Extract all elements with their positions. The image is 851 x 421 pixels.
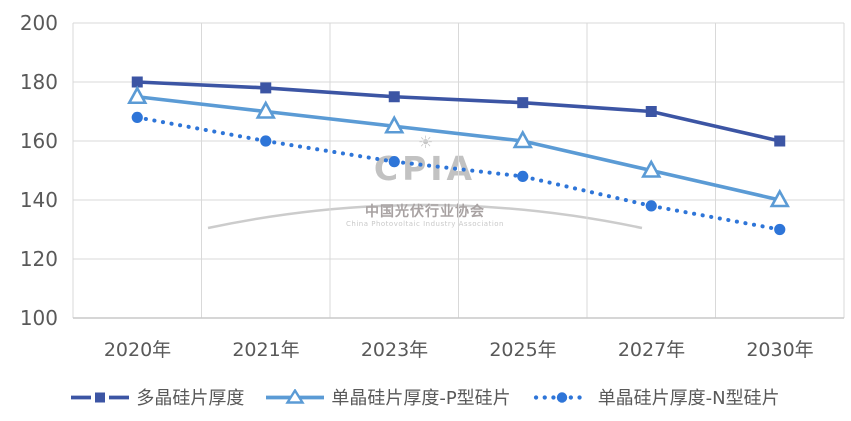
series-line (137, 80, 781, 143)
triangle-marker (127, 85, 148, 105)
legend-square-line-icon (71, 392, 130, 402)
circle-marker (517, 170, 529, 182)
square-marker (388, 91, 400, 103)
triangle-marker (769, 188, 790, 208)
legend-label: 单晶硅片厚度-N型硅片 (597, 388, 780, 409)
legend-label: 多晶硅片厚度 (136, 388, 245, 409)
legend-item-mono-n-wafer: 单晶硅片厚度-N型硅片 (533, 384, 780, 410)
circle-marker (260, 135, 272, 147)
x-tick-label: 2021年 (232, 339, 300, 361)
y-tick-label: 100 (19, 306, 58, 330)
x-tick-label: 2027年 (617, 339, 686, 361)
y-tick-label: 180 (19, 70, 58, 94)
legend-item-mono-p-wafer: 单晶硅片厚度-P型硅片 (266, 384, 511, 410)
x-tick-label: 2023年 (360, 339, 429, 361)
square-marker (517, 97, 529, 109)
triangle-marker (255, 100, 276, 119)
y-tick-label: 200 (19, 11, 58, 35)
x-tick-label: 2025年 (489, 339, 557, 361)
y-tick-label: 160 (19, 129, 58, 153)
legend: 多晶硅片厚度 单晶硅片厚度-P型硅片 单晶硅片厚度-N型硅片 (0, 384, 851, 410)
legend-label: 单晶硅片厚度-P型硅片 (331, 388, 511, 409)
triangle-marker (384, 115, 405, 134)
circle-marker (774, 223, 786, 236)
legend-dotted-circle-icon (533, 391, 590, 403)
circle-marker (131, 111, 143, 123)
legend-item-multi-wafer: 多晶硅片厚度 (71, 384, 244, 410)
square-marker (774, 135, 786, 147)
triangle-marker (641, 159, 662, 178)
square-marker (260, 82, 272, 94)
legend-triangle-line-icon (266, 389, 325, 404)
series-line (137, 94, 781, 202)
y-tick-label: 120 (19, 247, 58, 271)
square-marker (645, 106, 657, 117)
y-tick-label: 140 (19, 188, 58, 212)
triangle-marker (512, 129, 533, 149)
x-tick-label: 2020年 (103, 339, 172, 361)
square-marker (131, 76, 143, 88)
circle-marker (388, 156, 400, 168)
circle-marker (645, 200, 657, 212)
x-tick-label: 2030年 (746, 339, 814, 361)
